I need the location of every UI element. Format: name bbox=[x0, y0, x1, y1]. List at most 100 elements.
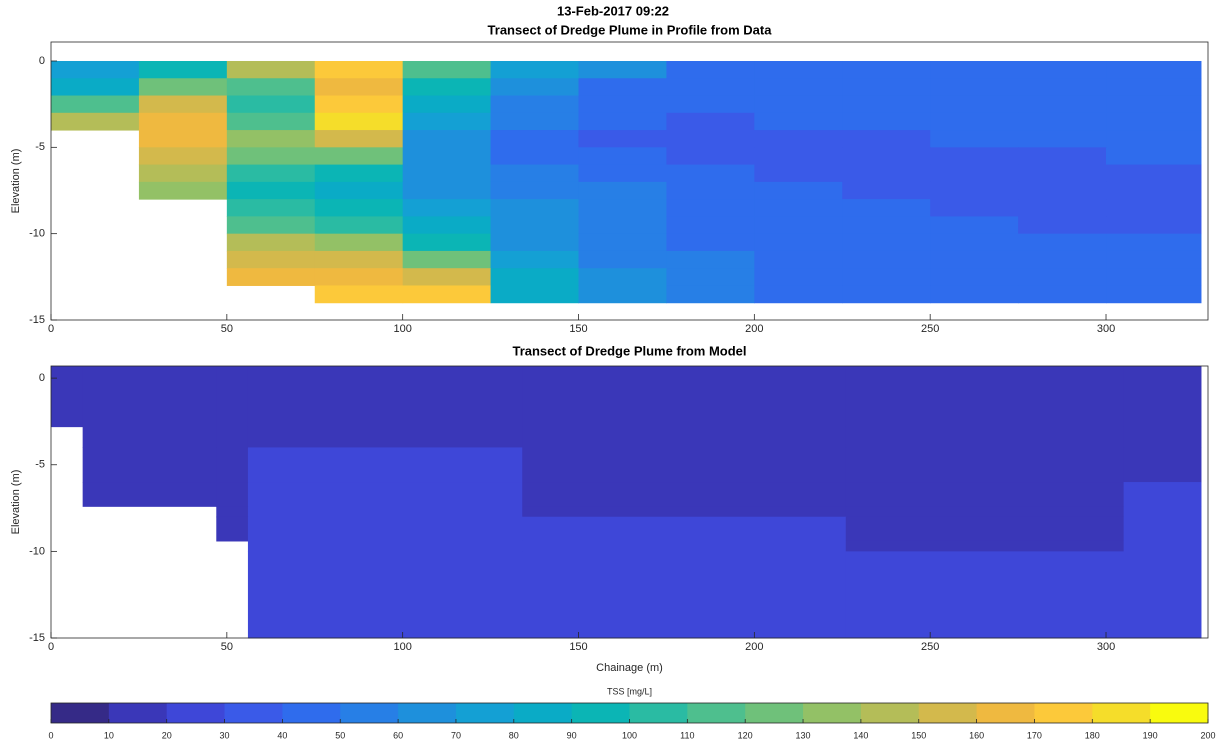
heatmap-cell bbox=[754, 78, 843, 97]
heatmap-cell bbox=[1018, 164, 1107, 183]
heatmap-cell bbox=[247, 426, 523, 448]
heatmap-cell bbox=[578, 147, 667, 166]
colorbar-tick-label: 50 bbox=[335, 730, 345, 740]
colorbar-swatch bbox=[282, 703, 341, 723]
heatmap-cell bbox=[226, 112, 316, 131]
heatmap-cell bbox=[490, 164, 580, 183]
heatmap-cell bbox=[402, 147, 492, 166]
heatmap-cell bbox=[82, 366, 217, 428]
heatmap-cell bbox=[578, 233, 667, 252]
heatmap-cell bbox=[842, 268, 931, 286]
x-tick-label: 0 bbox=[48, 641, 54, 653]
x-tick-label: 150 bbox=[569, 323, 587, 335]
heatmap-cell bbox=[314, 95, 404, 114]
y-tick-label: -15 bbox=[29, 632, 45, 644]
colorbar-swatch bbox=[166, 703, 226, 723]
heatmap-cell bbox=[216, 482, 249, 507]
heatmap-cell bbox=[578, 181, 667, 200]
heatmap-cell bbox=[226, 199, 316, 217]
heatmap-cell bbox=[1123, 551, 1202, 639]
colorbar-tick-label: 110 bbox=[680, 730, 694, 740]
heatmap-cell bbox=[138, 164, 228, 183]
heatmap-cell bbox=[1018, 216, 1107, 235]
heatmap-cell bbox=[247, 551, 523, 639]
heatmap-cell bbox=[314, 199, 404, 217]
heatmap-cell bbox=[754, 268, 843, 286]
heatmap-cell bbox=[842, 130, 931, 148]
heatmap-cell bbox=[930, 199, 1019, 217]
colorbar-tick-label: 70 bbox=[451, 730, 461, 740]
heatmap-cell bbox=[1018, 130, 1107, 148]
heatmap-cell bbox=[842, 250, 931, 269]
heatmap-cell bbox=[754, 216, 843, 235]
heatmap-cell bbox=[666, 130, 755, 148]
y-tick-label: -5 bbox=[35, 141, 45, 153]
heatmap-cell bbox=[666, 181, 755, 200]
heatmap-cell bbox=[930, 285, 1019, 304]
heatmap-cell bbox=[226, 250, 316, 269]
colorbar-swatch bbox=[860, 703, 920, 723]
heatmap-cell bbox=[1123, 426, 1202, 448]
heatmap-cell bbox=[226, 164, 316, 183]
heatmap-cell bbox=[930, 250, 1019, 269]
colorbar-swatch bbox=[51, 703, 110, 723]
heatmap-cell bbox=[247, 540, 523, 552]
heatmap-cell bbox=[51, 366, 84, 428]
colorbar-tick-label: 60 bbox=[393, 730, 403, 740]
heatmap-cell bbox=[247, 506, 523, 518]
colorbar-swatch bbox=[340, 703, 399, 723]
colorbar-swatch bbox=[108, 703, 168, 723]
colorbar-swatch bbox=[398, 703, 457, 723]
colorbar-swatch bbox=[571, 703, 630, 723]
heatmap-cell bbox=[754, 199, 843, 217]
y-axis-label: Elevation (m) bbox=[10, 470, 22, 535]
heatmap-cell bbox=[226, 130, 316, 148]
heatmap-cell bbox=[578, 130, 667, 148]
heatmap-cell bbox=[842, 164, 931, 183]
heatmap-cell bbox=[1106, 181, 1202, 200]
colorbar-tick-label: 200 bbox=[1200, 730, 1215, 740]
axes-box bbox=[50, 41, 1209, 321]
colorbar-tick-label: 40 bbox=[277, 730, 287, 740]
colorbar-tick-label: 30 bbox=[220, 730, 230, 740]
y-tick-label: 0 bbox=[39, 372, 45, 384]
heatmap-cell bbox=[490, 250, 580, 269]
heatmap-cell bbox=[51, 95, 140, 114]
colorbar-tick-label: 130 bbox=[796, 730, 811, 740]
heatmap-cell bbox=[226, 233, 316, 252]
colorbar-tick-label: 20 bbox=[162, 730, 172, 740]
heatmap-cell bbox=[666, 78, 755, 97]
y-axis-label: Elevation (m) bbox=[10, 149, 22, 214]
heatmap-cell bbox=[138, 130, 228, 148]
heatmap-cell bbox=[216, 506, 249, 518]
heatmap-cell bbox=[666, 147, 755, 166]
heatmap-cell bbox=[402, 78, 492, 97]
y-tick-label: -10 bbox=[29, 228, 45, 240]
heatmap-cell bbox=[490, 268, 580, 286]
heatmap-cell bbox=[1018, 181, 1107, 200]
colorbar-swatch bbox=[224, 703, 283, 723]
heatmap-cell bbox=[842, 147, 931, 166]
heatmap-cell bbox=[314, 216, 404, 235]
heatmap-cell bbox=[1123, 516, 1202, 542]
heatmap-cell bbox=[216, 516, 249, 542]
heatmap-cell bbox=[490, 112, 580, 131]
heatmap-cell bbox=[402, 112, 492, 131]
heatmap-cell bbox=[314, 233, 404, 252]
colorbar-tick-label: 90 bbox=[567, 730, 577, 740]
heatmap-cell bbox=[402, 199, 492, 217]
heatmap-cell bbox=[842, 199, 931, 217]
heatmap-cell bbox=[226, 95, 316, 114]
heatmap-cell bbox=[1106, 268, 1202, 286]
heatmap-cell bbox=[1106, 250, 1202, 269]
heatmap-cell bbox=[754, 285, 843, 304]
heatmap-cell bbox=[930, 130, 1019, 148]
colorbar-swatch bbox=[1150, 703, 1209, 723]
heatmap-cell bbox=[845, 482, 1125, 507]
colorbar-tick-label: 120 bbox=[738, 730, 753, 740]
heatmap-cell bbox=[1018, 95, 1107, 114]
heatmap-cell bbox=[1106, 199, 1202, 217]
heatmap-cell bbox=[1018, 60, 1107, 79]
heatmap-cell bbox=[1018, 78, 1107, 97]
